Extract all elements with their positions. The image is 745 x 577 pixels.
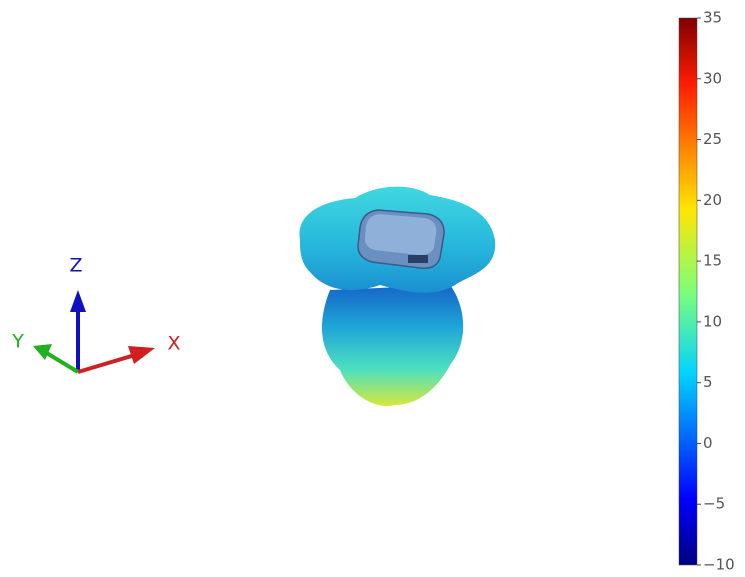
device-label (408, 255, 428, 263)
lower-lobe (321, 285, 464, 406)
y-arrow (33, 344, 52, 360)
colorbar-tick-label: 25 (703, 130, 722, 148)
colorbar (678, 17, 698, 566)
x-axis (77, 353, 136, 374)
pattern (299, 186, 496, 406)
colorbar-tick-label: 15 (703, 252, 722, 270)
x-arrow (128, 346, 155, 364)
y-axis (43, 350, 80, 374)
colorbar-tick-label: 5 (703, 373, 713, 391)
y-label: Y (11, 331, 24, 353)
colorbar-tick-label: 30 (703, 69, 722, 87)
z-label: Z (69, 255, 82, 277)
z-arrow (70, 290, 86, 312)
colorbar-tick-label: −5 (703, 495, 725, 513)
colorbar-tick-label: 0 (703, 434, 713, 452)
axis-triad: Z X Y (11, 255, 181, 374)
colorbar-tick-label: −10 (703, 556, 735, 574)
colorbar-tick-label: 35 (703, 9, 722, 27)
colorbar-tick-label: 20 (703, 191, 722, 209)
x-label: X (167, 333, 180, 355)
colorbar-tick-label: 10 (703, 312, 722, 330)
device-top (364, 214, 437, 256)
